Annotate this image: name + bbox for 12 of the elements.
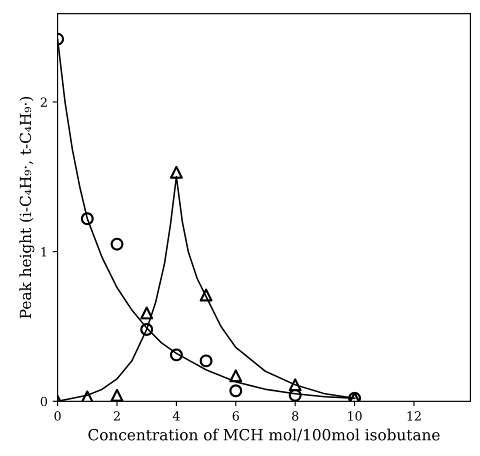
x-tick-label: 12 [408,411,421,420]
y-tick-label: 1 [41,247,46,256]
y-tick-label: 2 [40,97,47,107]
x-tick-label: 8 [292,411,298,421]
x-tick-label: 2 [114,411,120,420]
x-tick-label: 6 [232,411,239,421]
x-axis-title: Concentration of MCH mol/100mol isobutane [88,428,440,442]
y-axis-title: Peak height (i-C₄H₉·, t-C₄H₉·) [19,96,34,318]
x-tick-label: 10 [348,411,362,421]
x-tick-label: 0 [54,411,61,421]
y-tick-label: 0 [40,396,48,406]
x-tick-label: 4 [172,411,180,420]
